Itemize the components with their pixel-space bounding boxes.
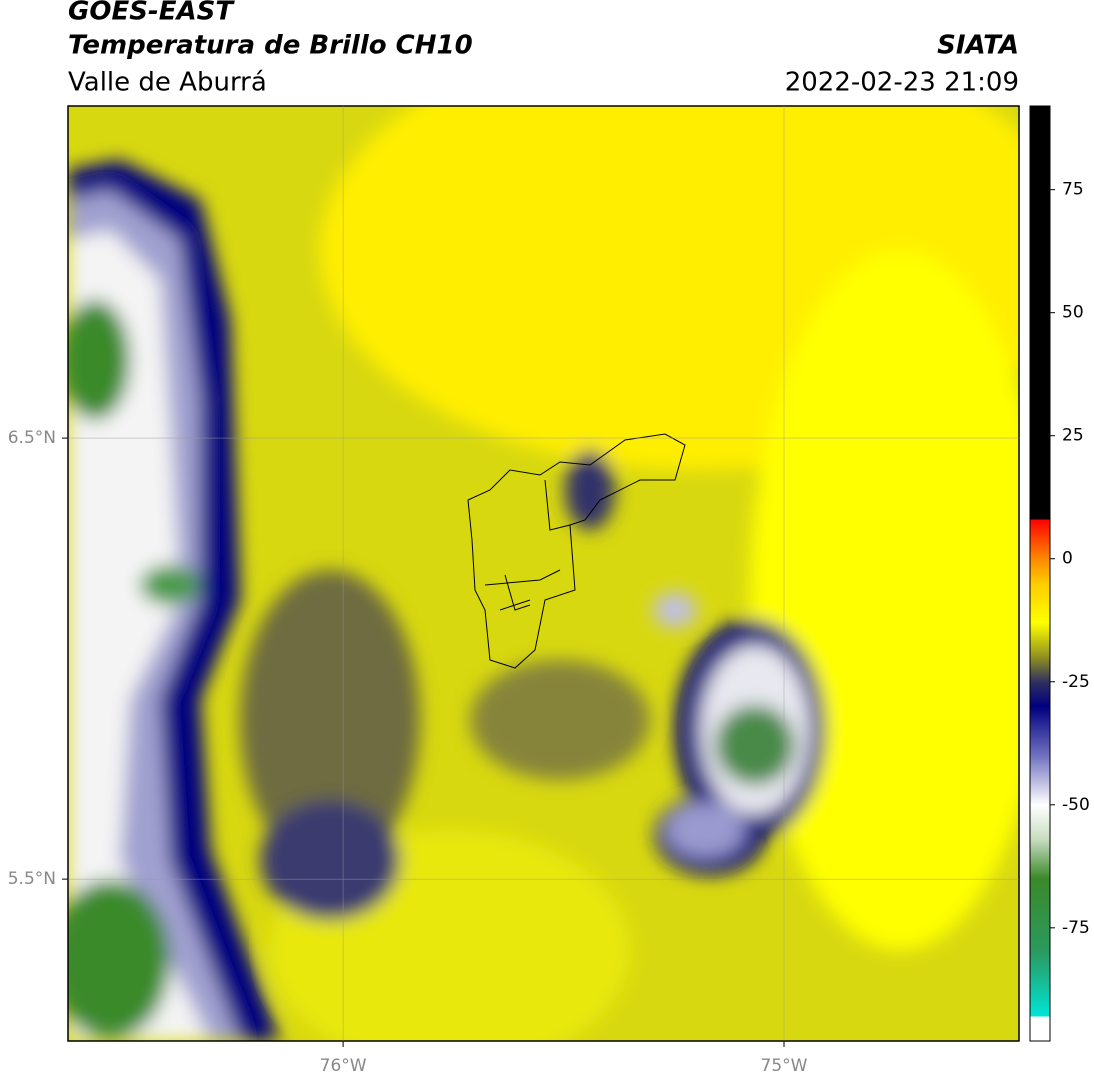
y-tick-label: 5.5°N — [8, 869, 56, 889]
source: SIATA — [937, 31, 1019, 61]
colorbar-tick-label: 25 — [1062, 426, 1084, 446]
colorbar-tick-label: -50 — [1062, 795, 1090, 815]
datetime: 2022-02-23 21:09 — [785, 68, 1019, 98]
colorbar-tick-label: 75 — [1062, 180, 1084, 200]
x-tick-label: 75°W — [761, 1056, 808, 1076]
satellite-image — [68, 106, 1019, 1041]
y-tick-label: 6.5°N — [8, 428, 56, 448]
subtitle: Temperatura de Brillo CH10 — [68, 31, 473, 61]
region: Valle de Aburrá — [68, 68, 267, 98]
title: GOES-EAST — [68, 0, 235, 27]
colorbar-tick-label: 0 — [1062, 549, 1073, 569]
colorbar — [1029, 105, 1051, 1042]
colorbar-tick-label: 50 — [1062, 303, 1084, 323]
map-frame — [67, 105, 1020, 1042]
colorbar-tick-label: -75 — [1062, 918, 1090, 938]
x-tick-label: 76°W — [320, 1056, 367, 1076]
municipality-boundaries — [467, 433, 686, 669]
colorbar-tick-label: -25 — [1062, 672, 1090, 692]
